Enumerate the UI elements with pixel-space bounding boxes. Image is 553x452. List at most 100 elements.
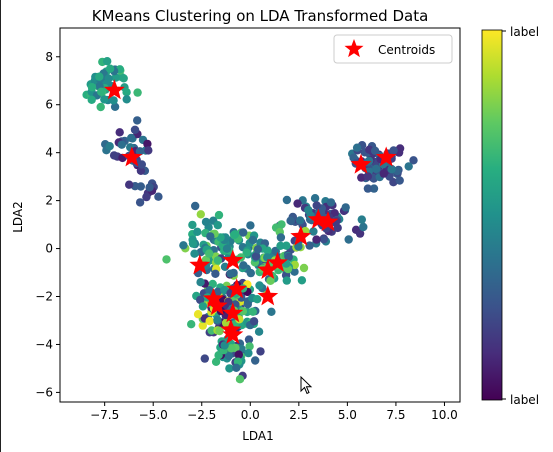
scatter-point: [105, 64, 115, 73]
scatter-point: [222, 244, 232, 253]
y-tick-label: 0: [45, 242, 53, 256]
centroid-star: [220, 319, 242, 339]
data-points: [82, 57, 418, 384]
centroid-star: [206, 295, 228, 315]
scatter-point: [103, 57, 112, 66]
scatter-point: [379, 169, 388, 178]
colorbar: label label: [481, 25, 539, 407]
scatter-point: [395, 176, 404, 185]
scatter-point: [188, 239, 198, 248]
centroid-star: [257, 285, 279, 306]
scatter-point: [297, 276, 307, 285]
scatter-point: [363, 184, 373, 193]
scatter-point: [245, 342, 254, 351]
scatter-point: [154, 192, 163, 201]
scatter-point: [357, 173, 366, 182]
y-tick-label: 6: [45, 98, 53, 112]
window-left-edge: [0, 0, 1, 452]
x-tick-label: −2.5: [187, 408, 216, 422]
scatter-point: [341, 203, 350, 212]
scatter-point: [226, 269, 235, 278]
centroid-star: [103, 79, 125, 100]
plot-area-frame: [59, 27, 461, 403]
scatter-point: [198, 302, 208, 311]
scatter-point: [249, 317, 259, 326]
scatter-point: [179, 241, 188, 250]
scatter-point: [205, 286, 214, 295]
scatter-point: [352, 143, 362, 152]
scatter-point: [191, 201, 200, 211]
scatter-point: [238, 307, 248, 316]
scatter-point: [211, 269, 220, 278]
scatter-point: [255, 281, 264, 290]
scatter-point: [299, 263, 309, 273]
scatter-point: [205, 249, 214, 258]
y-axis-ticks: −6 −4 −2 0 2 4 6 8: [35, 50, 60, 399]
scatter-point: [326, 198, 336, 207]
scatter-point: [125, 180, 134, 189]
scatter-point: [286, 216, 295, 225]
scatter-point: [256, 347, 265, 356]
scatter-point: [234, 350, 243, 359]
centroid-star: [307, 208, 329, 229]
centroid-star: [222, 323, 244, 344]
scatter-point: [213, 315, 222, 324]
scatter-point: [117, 140, 127, 149]
y-tick-label: −2: [35, 290, 53, 304]
scatter-point: [188, 220, 197, 230]
scatter-point: [251, 252, 261, 261]
y-tick-label: 2: [45, 194, 53, 208]
scatter-point: [293, 199, 302, 208]
scatter-point: [213, 256, 223, 265]
x-tick-label: 10.0: [431, 408, 458, 422]
scatter-point: [142, 192, 151, 202]
centroid-star: [290, 225, 312, 246]
scatter-point: [196, 210, 205, 219]
scatter-point: [294, 242, 303, 251]
x-tick-label: 2.5: [289, 408, 308, 422]
scatter-point: [409, 156, 418, 165]
scatter-point: [135, 147, 145, 156]
centroid-star: [202, 287, 224, 308]
legend-entry-centroids: Centroids: [378, 43, 435, 57]
y-axis-label: LDA2: [11, 201, 25, 233]
scatter-point: [251, 356, 260, 365]
x-tick-label: 5.0: [338, 408, 357, 422]
scatter-point: [193, 227, 202, 236]
scatter-point: [282, 276, 291, 285]
centroid-star: [257, 259, 279, 279]
scatter-point: [232, 363, 241, 372]
scatter-point: [193, 310, 203, 319]
scatter-point: [95, 72, 104, 81]
scatter-point: [370, 146, 380, 155]
y-tick-label: −6: [35, 385, 53, 399]
x-tick-label: 7.5: [386, 408, 405, 422]
scatter-point: [284, 252, 293, 262]
scatter-point: [136, 166, 146, 175]
scatter-point: [122, 88, 131, 97]
scatter-point: [244, 335, 254, 344]
scatter-point: [196, 295, 205, 305]
scatter-point: [305, 241, 314, 250]
colorbar-gradient: [481, 29, 503, 401]
scatter-point: [96, 102, 105, 112]
scatter-point: [187, 320, 196, 329]
x-tick-label: −7.5: [90, 408, 119, 422]
scatter-point: [190, 249, 199, 258]
scatter-point: [87, 95, 96, 105]
scatter-point: [207, 326, 216, 335]
scatter-point: [104, 74, 113, 83]
scatter-point: [266, 276, 275, 285]
scatter-point: [206, 232, 215, 241]
scatter-point: [130, 125, 140, 134]
scatter-point: [213, 221, 222, 230]
scatter-point: [144, 146, 153, 155]
scatter-point: [404, 162, 413, 171]
scatter-point: [100, 95, 109, 104]
scatter-point: [282, 195, 292, 205]
scatter-point: [97, 87, 106, 97]
scatter-point: [87, 83, 97, 92]
scatter-point: [111, 73, 120, 82]
scatter-point: [248, 235, 258, 245]
